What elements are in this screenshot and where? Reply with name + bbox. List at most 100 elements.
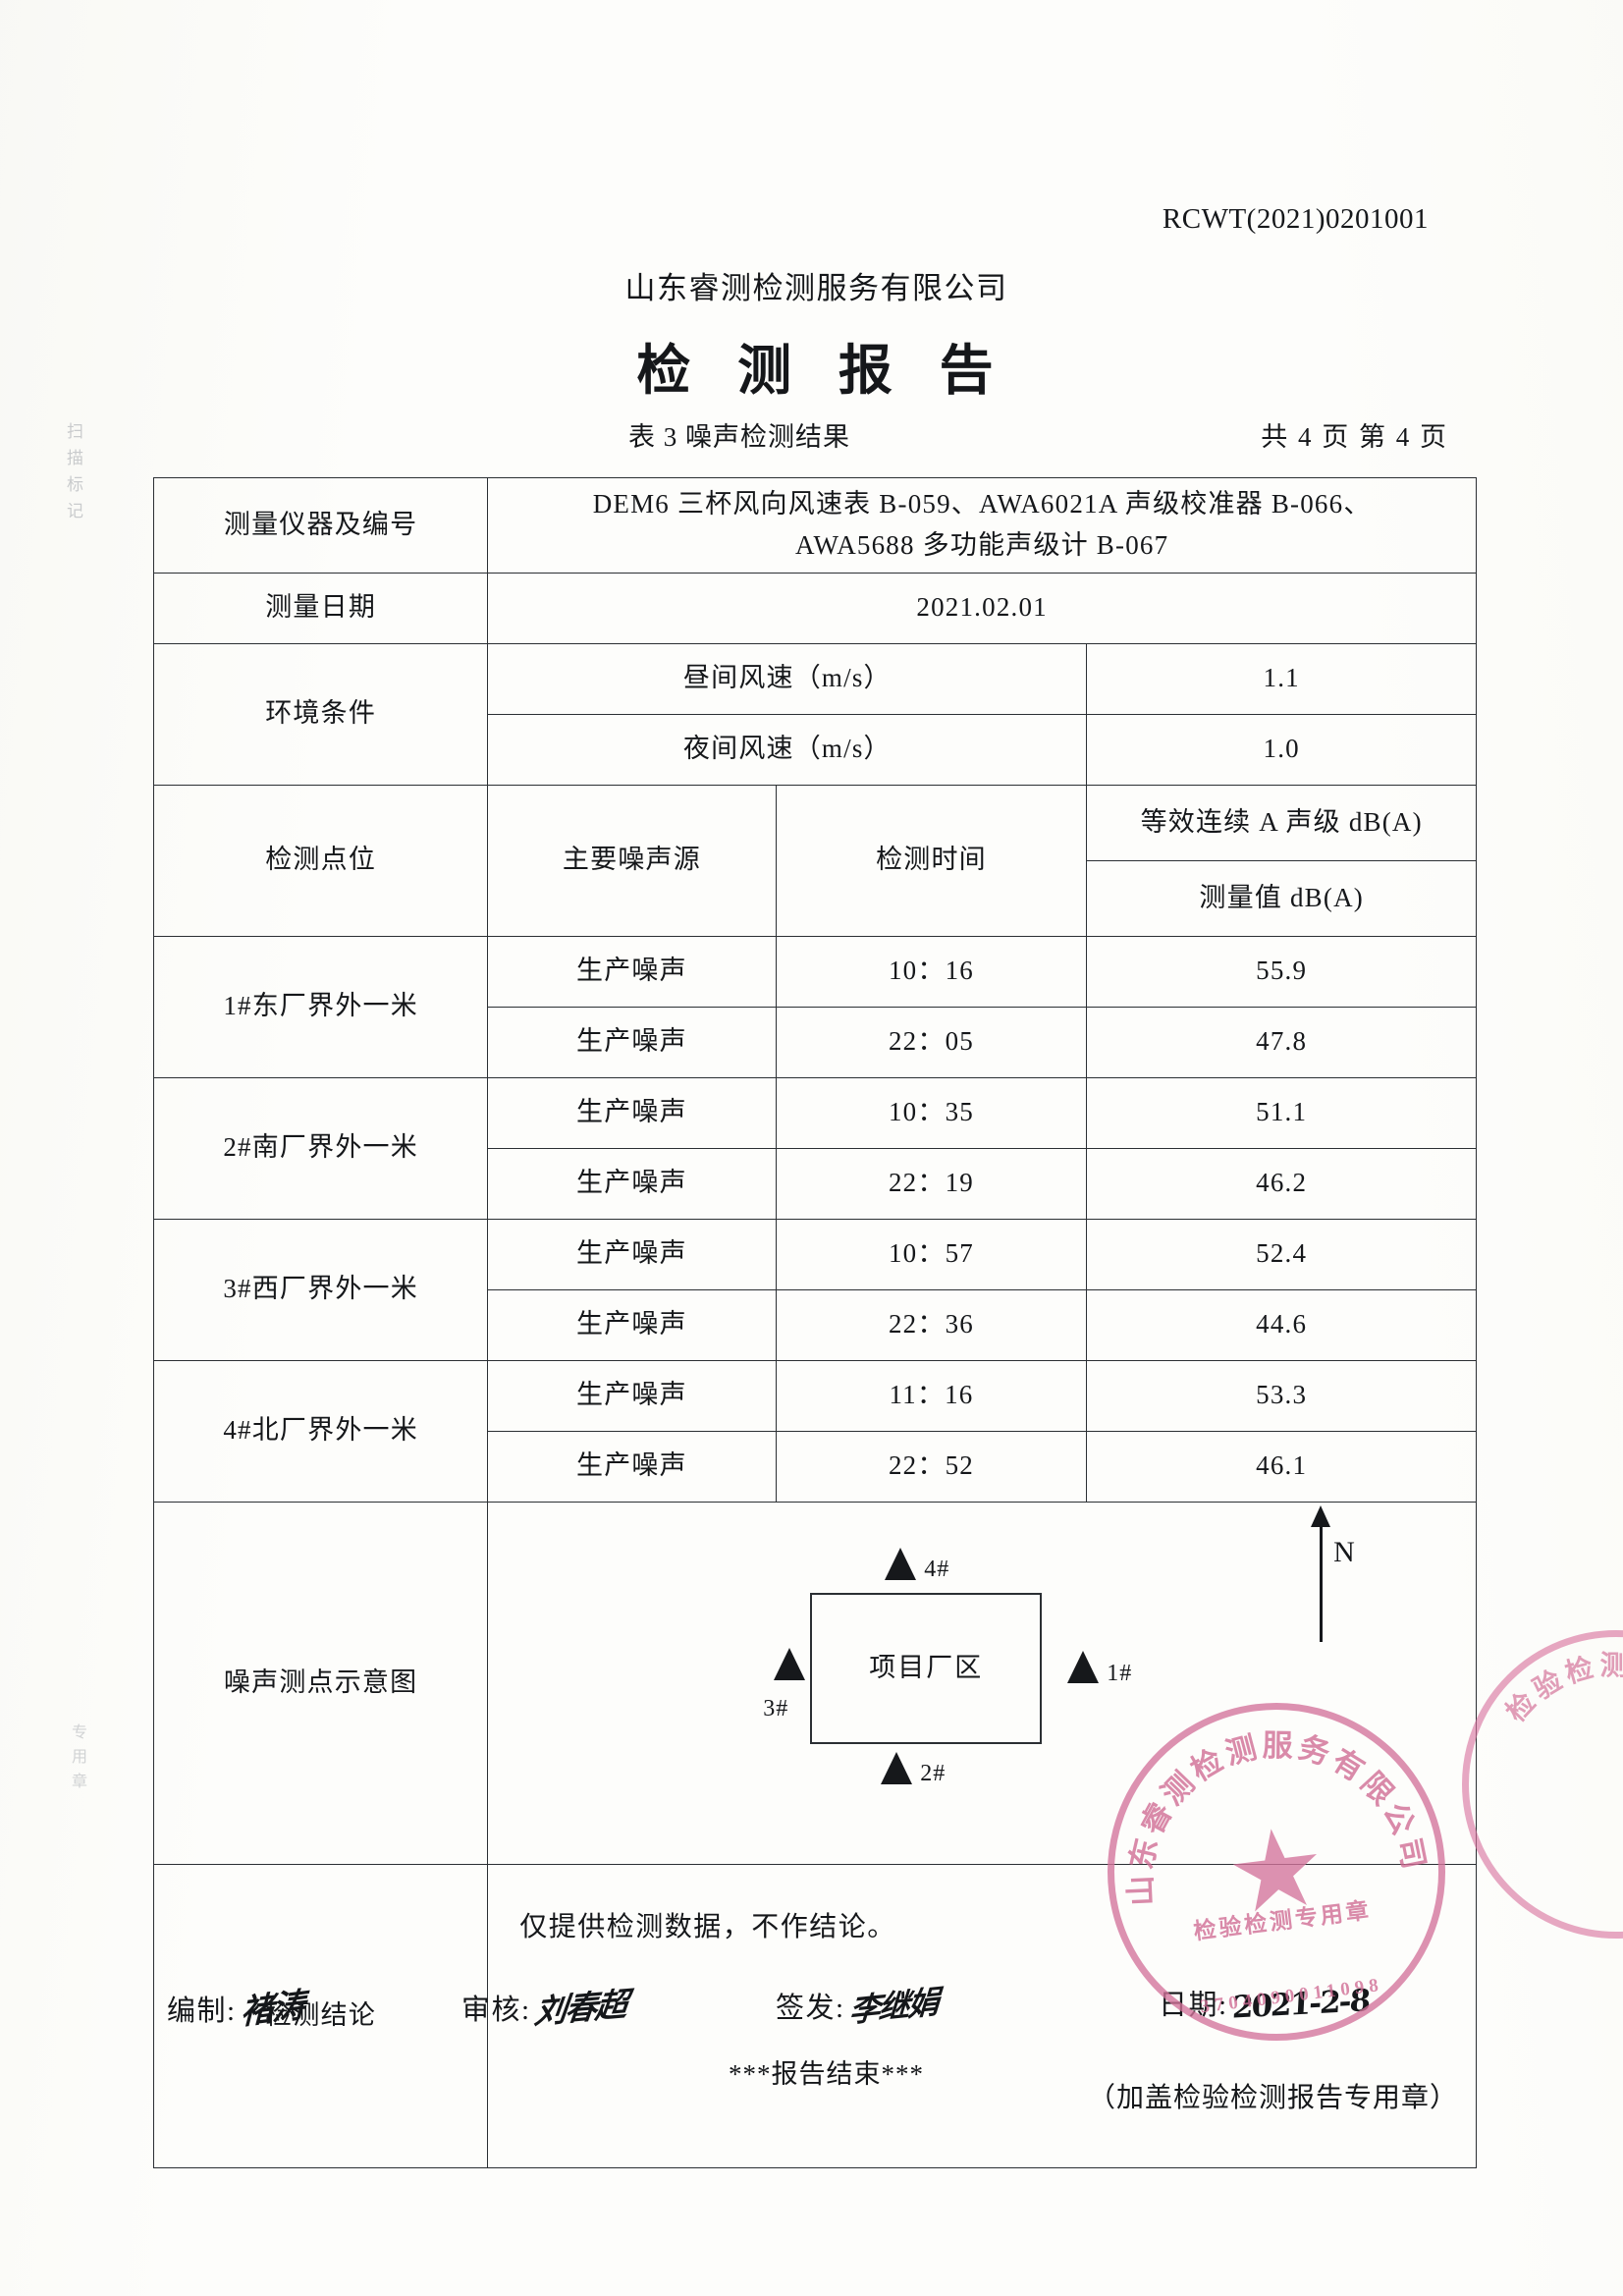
issue-date: 日期: 2021-2-8 — [1159, 1982, 1370, 2026]
plant-box: 项目厂区 — [810, 1592, 1043, 1744]
issued-by: 签发:李继娟 — [776, 1982, 939, 2030]
prepared-by-signature: 褚涛 — [240, 1985, 303, 2034]
north-arrow-icon — [1320, 1525, 1323, 1642]
measure-value: 46.1 — [1086, 1430, 1477, 1503]
column-header-point: 检测点位 — [152, 784, 489, 937]
measure-value: 44.6 — [1086, 1288, 1477, 1361]
instrument-line-1: DEM6 三杯风向风速表 B-059、AWA6021A 声级校准器 B-066、 — [592, 489, 1372, 519]
night-wind-value: 1.0 — [1086, 713, 1477, 786]
noise-source: 生产噪声 — [487, 1359, 777, 1432]
table-row-day-wind: 环境条件 昼间风速（m/s） 1.1 — [152, 642, 1477, 786]
measure-time: 22：05 — [775, 1006, 1088, 1078]
diagram-label: 噪声测点示意图 — [152, 1501, 489, 1865]
conclusion-text: 仅提供检测数据，不作结论。 — [519, 1911, 896, 1942]
issue-date-label: 日期: — [1159, 1990, 1228, 2021]
instrument-value: DEM6 三杯风向风速表 B-059、AWA6021A 声级校准器 B-066、… — [487, 477, 1477, 574]
issued-by-label: 签发: — [776, 1993, 845, 2024]
table-header-row-2: 测量值 dB(A) — [154, 859, 1477, 937]
company-name: 山东睿测检测服务有限公司 — [624, 271, 1008, 305]
measure-value: 46.2 — [1086, 1147, 1477, 1220]
table-caption: 表 3 噪声检测结果 — [628, 422, 850, 452]
env-label: 环境条件 — [152, 642, 489, 786]
measure-value: 47.8 — [1086, 1006, 1477, 1078]
margin-smudge-top: 扫描标记 — [64, 422, 82, 528]
noise-source: 生产噪声 — [487, 1430, 777, 1503]
margin-smudge-bottom: 专用章 — [69, 1723, 85, 1797]
measure-time: 10：16 — [775, 935, 1088, 1008]
end-of-report-mark: ***报告结束*** — [729, 2059, 924, 2089]
measure-time: 22：52 — [775, 1430, 1088, 1503]
conclusion-body: 仅提供检测数据，不作结论。 （加盖检验检测报告专用章） — [492, 1871, 1472, 2161]
plant-label: 项目厂区 — [869, 1652, 984, 1682]
noise-point-diagram: 项目厂区 4# 1# 2# 3# N — [492, 1508, 1472, 1858]
point-label: 1#东厂界外一米 — [152, 935, 489, 1078]
marker-2-icon — [881, 1751, 913, 1784]
pagination: 共 4 页 第 4 页 — [1261, 422, 1448, 452]
table-row: 4#北厂界外一米 生产噪声 11：16 53.3 — [152, 1359, 1477, 1503]
table-caption-row: 表 3 噪声检测结果 共 4 页 第 4 页 — [0, 415, 1623, 454]
measure-time: 22：36 — [775, 1288, 1088, 1361]
table-row: 生产噪声 22：19 46.2 — [154, 1147, 1477, 1220]
point-label: 2#南厂界外一米 — [152, 1076, 489, 1220]
reviewed-by-label: 审核: — [461, 1995, 531, 2026]
measure-value: 52.4 — [1086, 1218, 1477, 1290]
noise-source: 生产噪声 — [487, 1218, 777, 1290]
noise-source: 生产噪声 — [487, 935, 777, 1008]
table-row: 1#东厂界外一米 生产噪声 10：16 55.9 — [152, 935, 1477, 1078]
noise-source: 生产噪声 — [487, 1288, 777, 1361]
table-row-date: 测量日期 2021.02.01 — [152, 572, 1477, 644]
point-label: 4#北厂界外一米 — [152, 1359, 489, 1503]
conclusion-cell: 仅提供检测数据，不作结论。 （加盖检验检测报告专用章） — [487, 1863, 1477, 2168]
marker-4-icon — [885, 1547, 917, 1580]
date-value: 2021.02.01 — [487, 572, 1477, 644]
page-title: 检 测 报 告 — [636, 341, 1010, 401]
day-wind-value: 1.1 — [1086, 642, 1477, 715]
table-row-conclusion: 检测结论 仅提供检测数据，不作结论。 （加盖检验检测报告专用章） — [152, 1863, 1477, 2168]
column-header-time: 检测时间 — [775, 784, 1088, 937]
marker-3-label: 3# — [763, 1695, 789, 1722]
marker-2-label: 2# — [920, 1760, 947, 1786]
prepared-by-label: 编制: — [167, 1995, 237, 2027]
measure-time: 10：57 — [775, 1218, 1088, 1290]
column-header-level-value: 测量值 dB(A) — [1086, 859, 1477, 937]
noise-results-table: 测量仪器及编号 DEM6 三杯风向风速表 B-059、AWA6021A 声级校准… — [152, 477, 1477, 2168]
table-row: 2#南厂界外一米 生产噪声 10：35 51.1 — [152, 1076, 1477, 1220]
table-row-instrument: 测量仪器及编号 DEM6 三杯风向风速表 B-059、AWA6021A 声级校准… — [152, 477, 1477, 574]
table-row: 生产噪声 22：36 44.6 — [154, 1288, 1477, 1361]
point-label: 3#西厂界外一米 — [152, 1218, 489, 1361]
instrument-label: 测量仪器及编号 — [152, 477, 489, 574]
diagram-cell: 项目厂区 4# 1# 2# 3# N — [487, 1501, 1477, 1865]
date-label: 测量日期 — [152, 572, 489, 644]
day-wind-label: 昼间风速（m/s） — [487, 642, 1088, 715]
table-row: 生产噪声 22：52 46.1 — [154, 1430, 1477, 1503]
issue-date-value: 2021-2-8 — [1230, 1983, 1370, 2026]
stamp-note: （加盖检验检测报告专用章） — [1087, 2083, 1458, 2114]
column-header-source: 主要噪声源 — [487, 784, 777, 937]
measure-time: 11：16 — [775, 1359, 1088, 1432]
table-row-diagram: 噪声测点示意图 项目厂区 4# 1# 2# — [152, 1501, 1477, 1865]
measure-value: 53.3 — [1086, 1359, 1477, 1432]
marker-3-icon — [774, 1647, 806, 1680]
issued-by-signature: 李继娟 — [847, 1983, 939, 2030]
marker-4-label: 4# — [924, 1556, 950, 1582]
column-header-level-group: 等效连续 A 声级 dB(A) — [1086, 784, 1477, 861]
reviewed-by: 审核:刘春超 — [461, 1982, 628, 2032]
north-label: N — [1333, 1535, 1356, 1568]
noise-source: 生产噪声 — [487, 1006, 777, 1078]
measure-time: 10：35 — [775, 1076, 1088, 1149]
marker-1-icon — [1067, 1650, 1100, 1683]
noise-source: 生产噪声 — [487, 1147, 777, 1220]
secondary-seal-stamp: 检验检测专用章 — [1462, 1630, 1623, 1939]
prepared-by: 编制: 褚涛 — [167, 1982, 303, 2033]
marker-1-label: 1# — [1107, 1660, 1133, 1686]
measure-value: 51.1 — [1086, 1076, 1477, 1149]
secondary-seal-arc: 检验检测专用章 — [1499, 1650, 1623, 1728]
table-row-night-wind: 夜间风速（m/s） 1.0 — [154, 713, 1477, 786]
conclusion-label: 检测结论 — [152, 1863, 489, 2168]
table-header-row-1: 检测点位 主要噪声源 检测时间 等效连续 A 声级 dB(A) — [152, 784, 1477, 937]
report-number: RCWT(2021)0201001 — [1162, 203, 1429, 235]
reviewed-by-signature: 刘春超 — [531, 1984, 628, 2032]
measure-value: 55.9 — [1086, 935, 1477, 1008]
night-wind-label: 夜间风速（m/s） — [487, 713, 1088, 786]
